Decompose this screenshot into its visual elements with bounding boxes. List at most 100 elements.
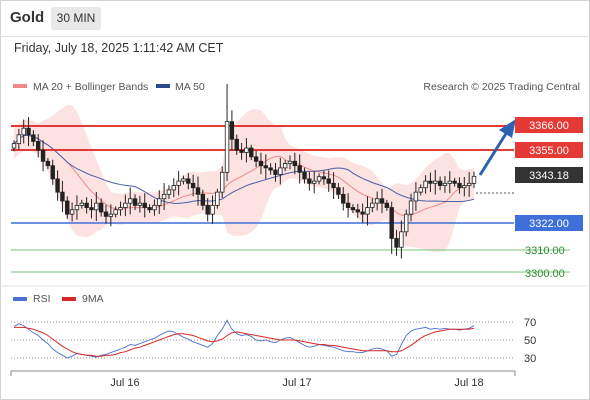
candle-body <box>79 202 84 206</box>
candle-body <box>94 202 99 211</box>
candle-body <box>171 185 176 191</box>
candle-body <box>108 213 114 217</box>
candle-body <box>69 209 75 215</box>
candle-body <box>176 180 181 186</box>
candle-body <box>118 207 123 211</box>
candle-body <box>229 121 235 140</box>
candle-body <box>336 187 341 195</box>
rsi-line <box>13 319 475 359</box>
candle-body <box>74 204 80 211</box>
price-label-r1-bg <box>515 117 583 133</box>
rsi-ma-legend-label: 9MA <box>82 293 104 305</box>
candle-body <box>60 191 65 202</box>
candle-body <box>423 180 428 189</box>
arrow-shaft <box>478 131 509 176</box>
candle-body <box>200 193 206 206</box>
candle-body <box>452 180 457 184</box>
candle-body <box>224 121 230 173</box>
candle-body <box>447 180 452 184</box>
ma20-line <box>13 134 475 217</box>
candle-body <box>360 211 365 215</box>
candle-body <box>355 209 360 213</box>
rsi-tick-50: 50 <box>524 335 536 347</box>
chart-datetime: Friday, July 18, 2025 1:11:42 AM CET <box>14 41 224 55</box>
candle-body <box>341 193 346 204</box>
candles-group <box>11 84 477 259</box>
candle-body <box>181 178 186 182</box>
candle-body <box>457 182 462 189</box>
projection-arrow <box>478 119 516 176</box>
candle-body <box>321 176 327 180</box>
candle-body <box>370 202 375 208</box>
candle-body <box>132 198 138 206</box>
candle-body <box>249 147 254 158</box>
candle-body <box>190 182 196 189</box>
ma20-legend-label: MA 20 + Bollinger Bands <box>33 81 148 93</box>
candle-body <box>433 180 438 184</box>
candle-body <box>239 149 244 153</box>
arrow-head <box>499 119 516 138</box>
candle-body <box>428 180 433 184</box>
price-label-t1: 3310.00 <box>525 245 565 257</box>
x-tick-jul18: Jul 18 <box>454 377 483 389</box>
candle-body <box>84 202 89 208</box>
candle-body <box>350 207 356 211</box>
candle-body <box>98 202 104 213</box>
candle-body <box>152 204 157 211</box>
price-label-current: 3343.18 <box>515 167 583 183</box>
rsi-legend-swatch <box>13 297 27 301</box>
candle-body <box>268 167 273 171</box>
credit-text: Research © 2025 Trading Central <box>423 81 580 93</box>
rsi-legend-label: RSI <box>33 293 51 305</box>
price-label-r2-text: 3355.00 <box>529 145 569 157</box>
rsi-ma-line <box>14 326 475 357</box>
candle-body <box>161 193 167 200</box>
ma50-line <box>13 134 475 204</box>
candle-body <box>384 202 390 208</box>
chart-header: Gold 30 MIN <box>0 0 590 36</box>
asset-title: Gold <box>10 9 45 26</box>
rsi-tick-70: 70 <box>524 317 536 329</box>
candle-body <box>113 209 118 215</box>
candle-body <box>282 163 288 169</box>
candle-body <box>147 207 152 211</box>
candle-body <box>89 207 94 211</box>
candle-body <box>437 180 443 186</box>
candle-body <box>297 165 302 173</box>
candle-body <box>40 149 46 162</box>
candle-body <box>316 176 322 182</box>
candle-body <box>413 191 419 202</box>
candle-body <box>273 169 278 175</box>
candle-body <box>50 165 55 180</box>
price-legend: MA 20 + Bollinger Bands MA 50 Research ©… <box>13 81 580 93</box>
ma50-group <box>13 134 475 204</box>
candle-body <box>210 204 215 215</box>
price-label-r2: 3355.00 <box>515 142 583 158</box>
x-tick-jul16: Jul 16 <box>110 377 139 389</box>
candle-body <box>234 138 239 151</box>
candle-body <box>466 182 472 186</box>
candle-body <box>408 200 414 215</box>
price-label-r1-text: 3366.00 <box>529 120 569 132</box>
timeframe-button[interactable]: 30 MIN <box>51 7 101 30</box>
candle-body <box>103 211 109 217</box>
candle-body <box>394 238 399 248</box>
candle-body <box>244 147 249 153</box>
candle-body <box>365 207 370 215</box>
candle-body <box>307 178 312 184</box>
bollinger-band-fill <box>14 104 474 252</box>
rsi-ma-legend-swatch <box>62 297 76 301</box>
price-label-s1-bg <box>515 215 583 231</box>
price-label-r2-bg <box>515 142 583 158</box>
candle-body <box>471 175 477 184</box>
candle-body <box>258 160 264 167</box>
candle-body <box>302 171 307 180</box>
candle-body <box>215 191 220 206</box>
candle-body <box>65 200 70 215</box>
price-label-s1-text: 3322.00 <box>529 218 569 230</box>
candle-body <box>142 202 147 208</box>
candle-body <box>331 182 336 189</box>
candle-body <box>137 202 143 206</box>
header-divider <box>0 36 590 37</box>
